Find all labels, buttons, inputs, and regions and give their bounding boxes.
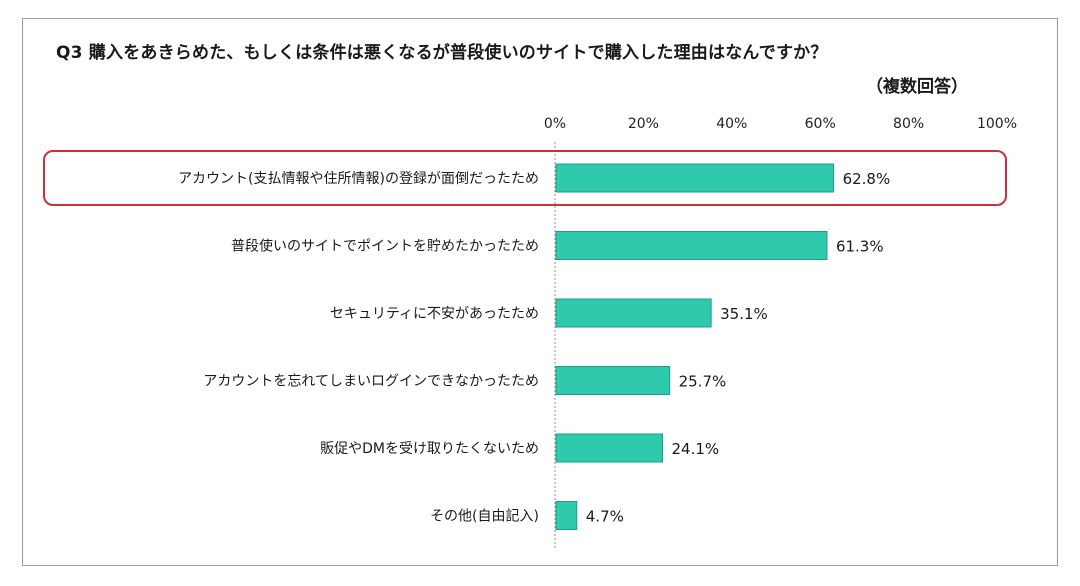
x-tick-label: 60% [805, 116, 836, 132]
value-label: 35.1% [720, 305, 768, 323]
value-label: 4.7% [586, 508, 624, 526]
category-label: その他(自由記入) [430, 508, 539, 525]
bar [555, 163, 835, 193]
bar [555, 501, 578, 530]
x-tick-label: 0% [544, 116, 566, 132]
bar [555, 366, 671, 395]
bar [555, 231, 828, 260]
category-label: 普段使いのサイトでポイントを貯めたかったため [231, 238, 539, 255]
x-tick-label: 80% [893, 116, 924, 132]
x-tick-label: 40% [716, 116, 747, 132]
x-tick-label: 100% [977, 116, 1017, 132]
bar [555, 433, 664, 463]
bar [555, 298, 712, 328]
value-label: 24.1% [672, 440, 720, 458]
value-label: 62.8% [843, 170, 891, 188]
category-label: アカウントを忘れてしまいログインできなかったため [203, 374, 539, 390]
category-label: セキュリティに不安があったため [330, 306, 539, 322]
chart-subtitle: （複数回答） [866, 77, 968, 97]
highlight-box [43, 150, 1007, 206]
value-label: 61.3% [836, 238, 884, 256]
category-label: アカウント(支払情報や住所情報)の登録が面倒だったため [178, 171, 539, 187]
chart-title: Q3 購入をあきらめた、もしくは条件は悪くなるが普段使いのサイトで購入した理由は… [56, 43, 828, 63]
value-label: 25.7% [679, 373, 727, 391]
category-label: 販促やDMを受け取りたくないため [320, 441, 539, 457]
chart-frame [22, 18, 1058, 566]
x-tick-label: 20% [628, 116, 659, 132]
